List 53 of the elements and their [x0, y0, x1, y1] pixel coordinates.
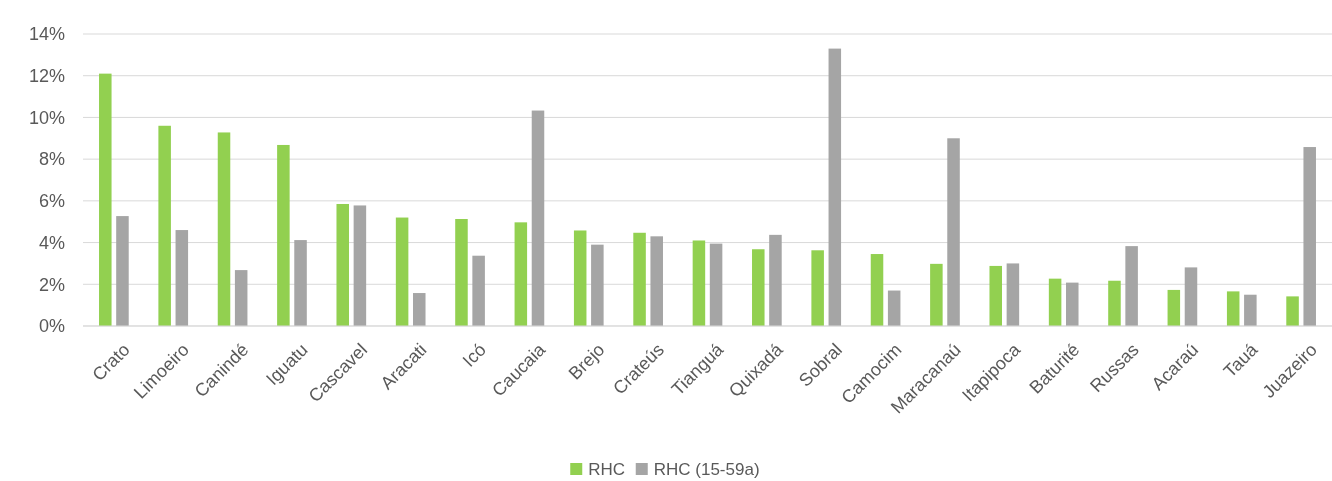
legend-label: RHC — [588, 460, 626, 479]
bar — [294, 240, 307, 326]
y-tick-label: 12% — [28, 66, 65, 87]
bar — [1108, 280, 1121, 326]
y-tick-label: 2% — [38, 274, 65, 295]
bar — [811, 250, 824, 326]
bar — [1286, 296, 1299, 326]
y-tick-label: 4% — [38, 232, 65, 253]
bar — [277, 144, 290, 326]
bar — [1184, 267, 1198, 326]
x-tick-label: Icó — [458, 339, 490, 371]
y-tick-label: 8% — [38, 149, 65, 170]
bar — [455, 219, 468, 326]
bar — [1226, 291, 1240, 326]
bar — [887, 290, 901, 326]
bar — [514, 222, 528, 326]
y-tick-label: 14% — [28, 24, 65, 45]
bar — [217, 132, 231, 326]
bar — [531, 110, 545, 326]
bar — [769, 234, 782, 326]
bar — [1244, 294, 1257, 326]
legend-label: RHC (15-59a) — [653, 460, 760, 479]
bar — [650, 236, 663, 326]
y-tick-label: 6% — [38, 191, 65, 212]
bar — [413, 293, 426, 326]
bar — [828, 48, 842, 326]
y-tick-label: 10% — [28, 107, 65, 128]
bar — [175, 230, 189, 326]
bar — [1167, 289, 1181, 326]
bar — [573, 230, 587, 326]
bar — [472, 255, 485, 326]
bar — [234, 270, 248, 326]
bar — [692, 240, 706, 326]
bar — [99, 73, 112, 326]
bar — [1006, 263, 1020, 326]
bar — [752, 249, 765, 326]
bar — [709, 243, 723, 326]
bar — [1125, 246, 1138, 326]
bar — [116, 216, 129, 326]
bar — [633, 232, 646, 326]
bar — [353, 205, 367, 326]
bar — [989, 265, 1002, 326]
bar — [1303, 147, 1316, 326]
y-tick-label: 0% — [38, 316, 65, 337]
bar — [870, 254, 884, 326]
bar — [336, 203, 349, 326]
bar — [930, 263, 943, 326]
bar — [1048, 278, 1062, 326]
bar — [591, 244, 604, 326]
bar — [947, 138, 960, 326]
bar — [395, 217, 409, 326]
bar — [1065, 282, 1079, 326]
bar — [158, 125, 171, 326]
